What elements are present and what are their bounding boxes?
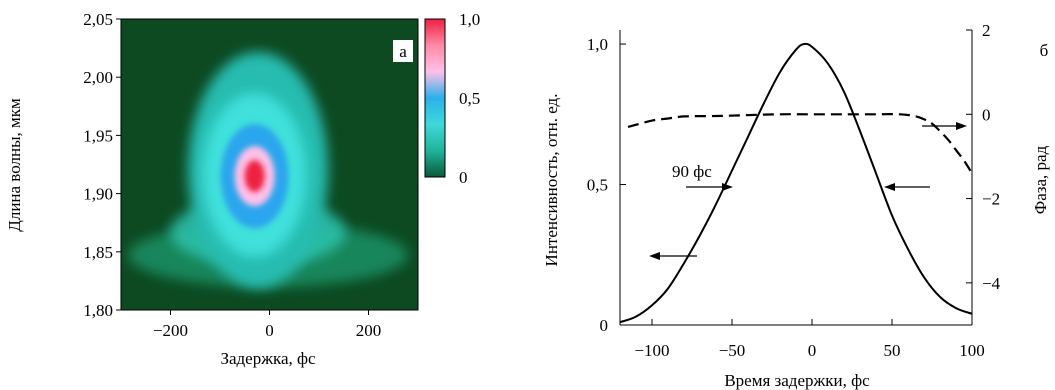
heatmap-y-tick-label: 1,95 — [83, 126, 113, 145]
line-y-tick-label-right: 2 — [982, 21, 991, 40]
line-y-tick-label-left: 0 — [600, 316, 609, 335]
line-x-tick-label: 100 — [959, 341, 985, 360]
heatmap-blobs — [128, 52, 408, 288]
line-x-ticks: −100 −50 0 50 100 — [634, 319, 985, 360]
colorbar-tick-label: 1,0 — [459, 10, 480, 29]
line-y-tick-label-right: −2 — [982, 190, 1000, 209]
heatmap-y-tick-label: 1,90 — [83, 185, 113, 204]
intensity-axis-arrowhead — [649, 252, 660, 260]
line-y-tick-label-right: 0 — [982, 105, 991, 124]
line-x-axis-label: Время задержки, фс — [724, 371, 870, 390]
fwhm-annotation: 90 фс — [672, 162, 712, 181]
panel-a-label: а — [399, 42, 407, 61]
heatmap-x-tick-label: −200 — [153, 321, 188, 340]
heatmap-x-tick-label: 0 — [265, 321, 274, 340]
heatmap-y-tick-label: 1,85 — [83, 243, 113, 262]
panel-a-label-box — [393, 40, 413, 62]
heatmap-x-tick-label: 200 — [356, 321, 382, 340]
colorbar-ticks: 0 0,5 1,0 — [459, 10, 480, 187]
colorbar — [424, 18, 446, 178]
line-y-ticks-left: 0 0,5 1,0 — [587, 35, 626, 335]
line-y-tick-label-left: 0,5 — [587, 176, 608, 195]
line-x-tick-label: −100 — [634, 341, 669, 360]
line-y-axis-label-left: Интенсивность, отн. ед. — [542, 94, 561, 267]
heatmap-y-tick-label: 2,00 — [83, 68, 113, 87]
line-y-tick-label-right: −4 — [982, 274, 1001, 293]
heatmap-panel: а 1,80 1,85 1,90 1,95 2,00 2,05 −200 0 200 Заде… — [5, 10, 480, 368]
intensity-curve — [619, 42, 973, 324]
line-y-ticks-right: 2 0 −2 −4 — [966, 21, 1001, 293]
phase-curve — [627, 113, 973, 174]
heatmap-y-axis-label: Длина волны, мкм — [5, 98, 24, 232]
line-y-axis-label-right: Фаза, рад — [1031, 145, 1050, 214]
line-y-tick-label-left: 1,0 — [587, 35, 608, 54]
heatmap-y-tick-label: 2,05 — [83, 10, 113, 29]
line-x-tick-label: 50 — [884, 341, 901, 360]
heatmap-x-axis-label: Задержка, фс — [220, 349, 316, 368]
colorbar-tick-label: 0,5 — [459, 89, 480, 108]
phase-axis-arrowhead — [956, 122, 967, 130]
fwhm-arrowhead-left — [722, 183, 733, 191]
heatmap-x-ticks: −200 0 200 — [153, 310, 381, 340]
colorbar-tick-label: 0 — [459, 168, 468, 187]
heatmap-y-tick-label: 1,80 — [83, 301, 113, 320]
line-x-tick-label: −50 — [719, 341, 746, 360]
fwhm-arrowhead-right — [884, 183, 895, 191]
line-panel: −100 −50 0 50 100 0 0,5 1,0 2 0 −2 −4 90 фс б Вре… — [542, 21, 1050, 390]
annotation-arrows — [649, 122, 967, 260]
heatmap-peak — [244, 160, 265, 193]
line-x-tick-label: 0 — [808, 341, 817, 360]
heatmap-y-ticks: 1,80 1,85 1,90 1,95 2,00 2,05 — [83, 10, 121, 320]
panel-b-label: б — [1040, 41, 1049, 60]
